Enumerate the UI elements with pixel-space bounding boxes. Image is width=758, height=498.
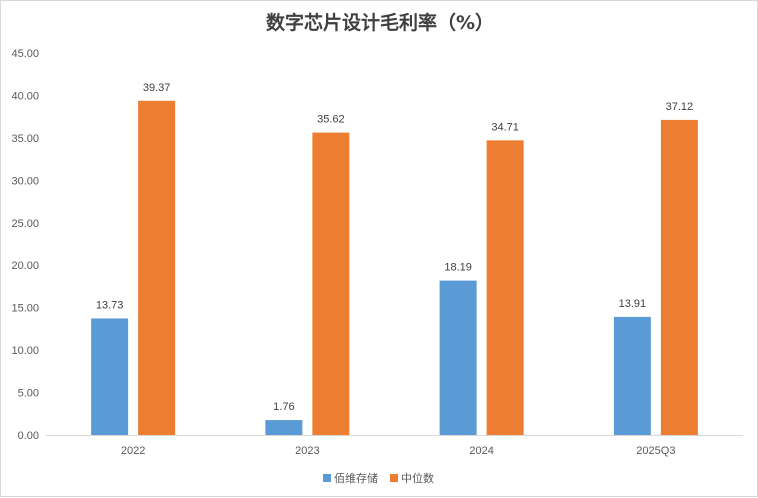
x-axis: 2022 2023 2024 2025Q3 bbox=[121, 445, 676, 457]
x-tick-label: 2025Q3 bbox=[636, 445, 675, 457]
bar-2022-佰维存储 bbox=[91, 318, 129, 435]
bars bbox=[91, 100, 698, 436]
legend-label: 中位数 bbox=[401, 471, 434, 485]
bar-2024-中位数 bbox=[486, 140, 524, 436]
data-label: 13.91 bbox=[619, 298, 647, 310]
y-tick-label: 0.00 bbox=[18, 430, 39, 442]
legend: 佰维存储 中位数 bbox=[323, 471, 434, 485]
y-tick-label: 30.00 bbox=[11, 175, 39, 187]
bar-2025Q3-中位数 bbox=[660, 119, 698, 435]
y-axis: 0.00 5.00 10.00 15.00 20.00 25.00 30.00 35.00 40… bbox=[11, 48, 39, 442]
y-tick-label: 15.00 bbox=[11, 303, 39, 315]
data-label: 39.37 bbox=[143, 82, 171, 94]
y-tick-label: 20.00 bbox=[11, 260, 39, 272]
x-tick-label: 2022 bbox=[121, 445, 145, 457]
y-tick-label: 35.00 bbox=[11, 133, 39, 145]
data-label: 1.76 bbox=[273, 401, 294, 413]
data-label: 34.71 bbox=[491, 121, 519, 133]
y-tick-label: 10.00 bbox=[11, 345, 39, 357]
bar-2022-中位数 bbox=[138, 100, 176, 435]
y-tick-label: 45.00 bbox=[11, 48, 39, 60]
bar-2023-中位数 bbox=[312, 132, 350, 435]
chart-title: 数字芯片设计毛利率（%） bbox=[266, 11, 494, 34]
data-labels: 13.73 39.37 1.76 35.62 18.19 34.71 13.91 37.12 bbox=[96, 82, 693, 413]
y-tick-label: 5.00 bbox=[18, 388, 39, 400]
y-tick-label: 25.00 bbox=[11, 218, 39, 230]
bar-2025Q3-佰维存储 bbox=[613, 316, 651, 435]
bar-2023-佰维存储 bbox=[265, 420, 303, 435]
bar-2024-佰维存储 bbox=[439, 280, 477, 435]
y-tick-label: 40.00 bbox=[11, 90, 39, 102]
data-label: 37.12 bbox=[666, 101, 694, 113]
x-tick-label: 2024 bbox=[469, 445, 493, 457]
legend-label: 佰维存储 bbox=[334, 471, 378, 485]
data-label: 35.62 bbox=[317, 114, 345, 126]
legend-swatch bbox=[390, 474, 398, 482]
data-label: 18.19 bbox=[444, 262, 472, 274]
x-tick-label: 2023 bbox=[295, 445, 319, 457]
legend-swatch bbox=[323, 474, 331, 482]
data-label: 13.73 bbox=[96, 299, 124, 311]
